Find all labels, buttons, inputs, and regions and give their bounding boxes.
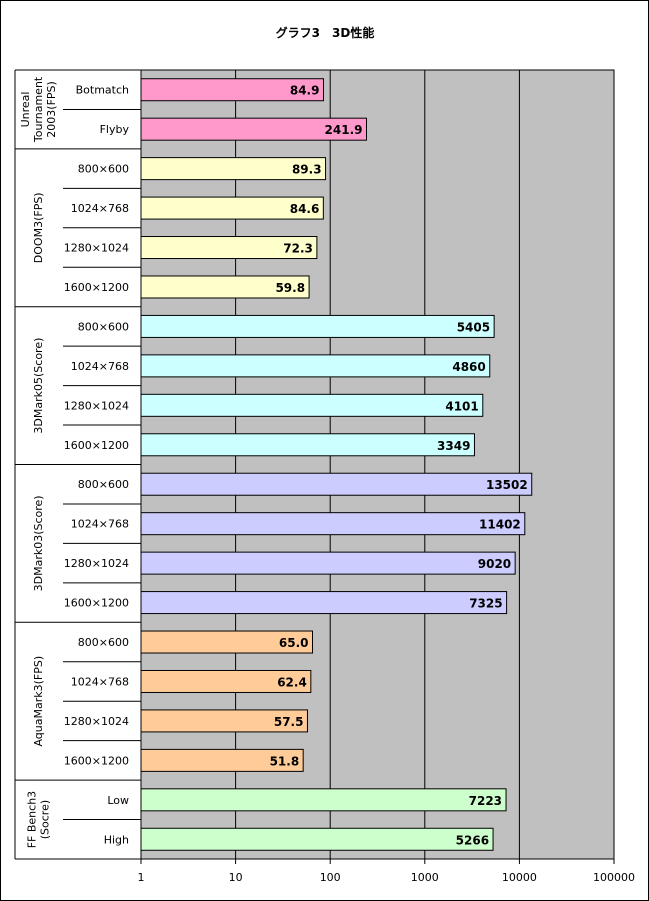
group-label: UnrealTournament2003(FPS)	[19, 76, 58, 143]
data-label: 11402	[479, 518, 521, 532]
group-label: FF Bench3(Socre)	[26, 791, 52, 848]
data-label: 72.3	[283, 242, 313, 256]
data-label: 241.9	[325, 123, 363, 137]
x-axis-ticks: 1 10 100 1000 10000 100000	[138, 859, 635, 884]
category-label: 1280×1024	[64, 242, 129, 255]
bar	[140, 788, 507, 812]
category-label: High	[104, 833, 129, 846]
data-label: 84.9	[290, 84, 320, 98]
category-label: 1280×1024	[64, 557, 129, 570]
bar	[140, 748, 304, 772]
category-label: 800×600	[78, 163, 129, 176]
category-label: 1600×1200	[64, 597, 129, 610]
bar	[140, 630, 314, 654]
x-tick-label: 1000	[411, 871, 439, 884]
category-label: 1024×768	[71, 518, 129, 531]
category-label: 1600×1200	[64, 281, 129, 294]
category-label: 1600×1200	[64, 754, 129, 767]
plot-area	[140, 69, 615, 860]
bar	[140, 709, 308, 733]
bar	[140, 275, 310, 299]
x-tick-label: 1	[138, 871, 145, 884]
data-label: 51.8	[270, 754, 300, 768]
category-label: 1280×1024	[64, 715, 129, 728]
category-label: 1024×768	[71, 202, 129, 215]
bar	[140, 196, 324, 220]
bars: 84.9 241.9 89.3 84.6 72.3 59.8 5405 4860 4101 334…	[140, 78, 533, 851]
group-label: AquaMark3(FPS)	[32, 656, 45, 747]
category-label: 800×600	[78, 320, 129, 333]
data-label: 7325	[469, 597, 502, 611]
chart-title: グラフ3 3D性能	[276, 25, 375, 40]
bar	[140, 236, 318, 260]
bar	[140, 78, 324, 102]
category-label: Botmatch	[76, 84, 129, 97]
category-label: 800×600	[78, 636, 129, 649]
data-label: 62.4	[277, 675, 307, 689]
data-label: 5405	[457, 320, 490, 334]
data-label: 13502	[486, 478, 528, 492]
category-label: 1024×768	[71, 675, 129, 688]
bar	[140, 354, 491, 378]
x-tick-label: 100	[320, 871, 341, 884]
bar	[140, 512, 526, 536]
x-tick-label: 10	[229, 871, 243, 884]
group-label: 3DMark05(Score)	[32, 338, 45, 434]
data-label: 59.8	[275, 281, 305, 295]
category-label: 800×600	[78, 478, 129, 491]
category-label: 1600×1200	[64, 439, 129, 452]
x-tick-label: 10000	[502, 871, 537, 884]
group-label: 3DMark03(Score)	[32, 495, 45, 591]
data-label: 3349	[437, 439, 470, 453]
data-label: 5266	[456, 833, 489, 847]
category-labels: UnrealTournament2003(FPS) Botmatch Flyby DO…	[14, 69, 141, 860]
bar	[140, 472, 533, 496]
data-label: 4860	[452, 360, 485, 374]
bar	[140, 157, 327, 181]
bar	[140, 551, 516, 575]
data-label: 9020	[478, 557, 511, 571]
bar	[140, 314, 495, 338]
category-label: Flyby	[100, 123, 130, 136]
plot-background	[140, 69, 615, 860]
data-label: 89.3	[292, 163, 322, 177]
bar	[140, 433, 475, 457]
bar	[140, 669, 312, 693]
category-label: 1280×1024	[64, 399, 129, 412]
data-label: 65.0	[279, 636, 309, 650]
data-label: 84.6	[290, 202, 320, 216]
category-label: Low	[107, 794, 129, 807]
bar	[140, 393, 484, 417]
bar	[140, 591, 508, 615]
x-tick-label: 100000	[593, 871, 635, 884]
data-label: 4101	[445, 399, 478, 413]
bar	[140, 117, 367, 141]
data-label: 57.5	[274, 715, 304, 729]
bar	[140, 827, 494, 851]
group-label: DOOM3(FPS)	[32, 192, 45, 263]
data-label: 7223	[469, 794, 502, 808]
category-label: 1024×768	[71, 360, 129, 373]
